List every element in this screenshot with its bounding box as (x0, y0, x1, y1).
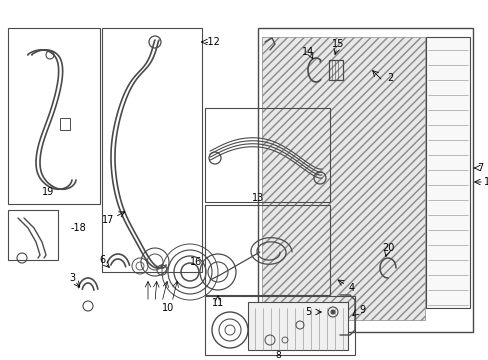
Bar (258, 28, 472, 332)
Bar (204, 296, 354, 355)
Text: 6: 6 (99, 255, 105, 265)
Text: 7: 7 (476, 163, 482, 173)
Bar (8, 210, 58, 260)
Text: 19: 19 (42, 187, 54, 197)
Text: 4: 4 (348, 283, 354, 293)
Text: 2: 2 (386, 73, 392, 83)
Circle shape (330, 310, 334, 314)
Text: 14: 14 (301, 47, 313, 57)
Bar (60, 118, 70, 130)
Text: 9: 9 (358, 305, 365, 315)
Text: 13: 13 (251, 193, 264, 203)
Bar (204, 108, 329, 202)
Text: 15: 15 (331, 39, 344, 49)
Bar (247, 302, 347, 350)
Text: -18: -18 (70, 223, 86, 233)
Text: 17: 17 (102, 215, 114, 225)
Text: 10: 10 (162, 303, 174, 313)
Bar (425, 37, 469, 308)
Text: -12: -12 (203, 37, 220, 47)
Bar (204, 205, 329, 295)
Bar (328, 60, 342, 80)
Text: 3: 3 (69, 273, 75, 283)
Text: 20: 20 (381, 243, 393, 253)
Text: 5: 5 (304, 307, 310, 317)
Text: 11: 11 (211, 298, 224, 308)
Bar (8, 28, 100, 204)
Text: 1: 1 (483, 177, 488, 187)
Bar (102, 28, 202, 272)
Text: 16: 16 (189, 257, 202, 267)
Bar (262, 37, 424, 320)
Text: 8: 8 (275, 351, 280, 360)
